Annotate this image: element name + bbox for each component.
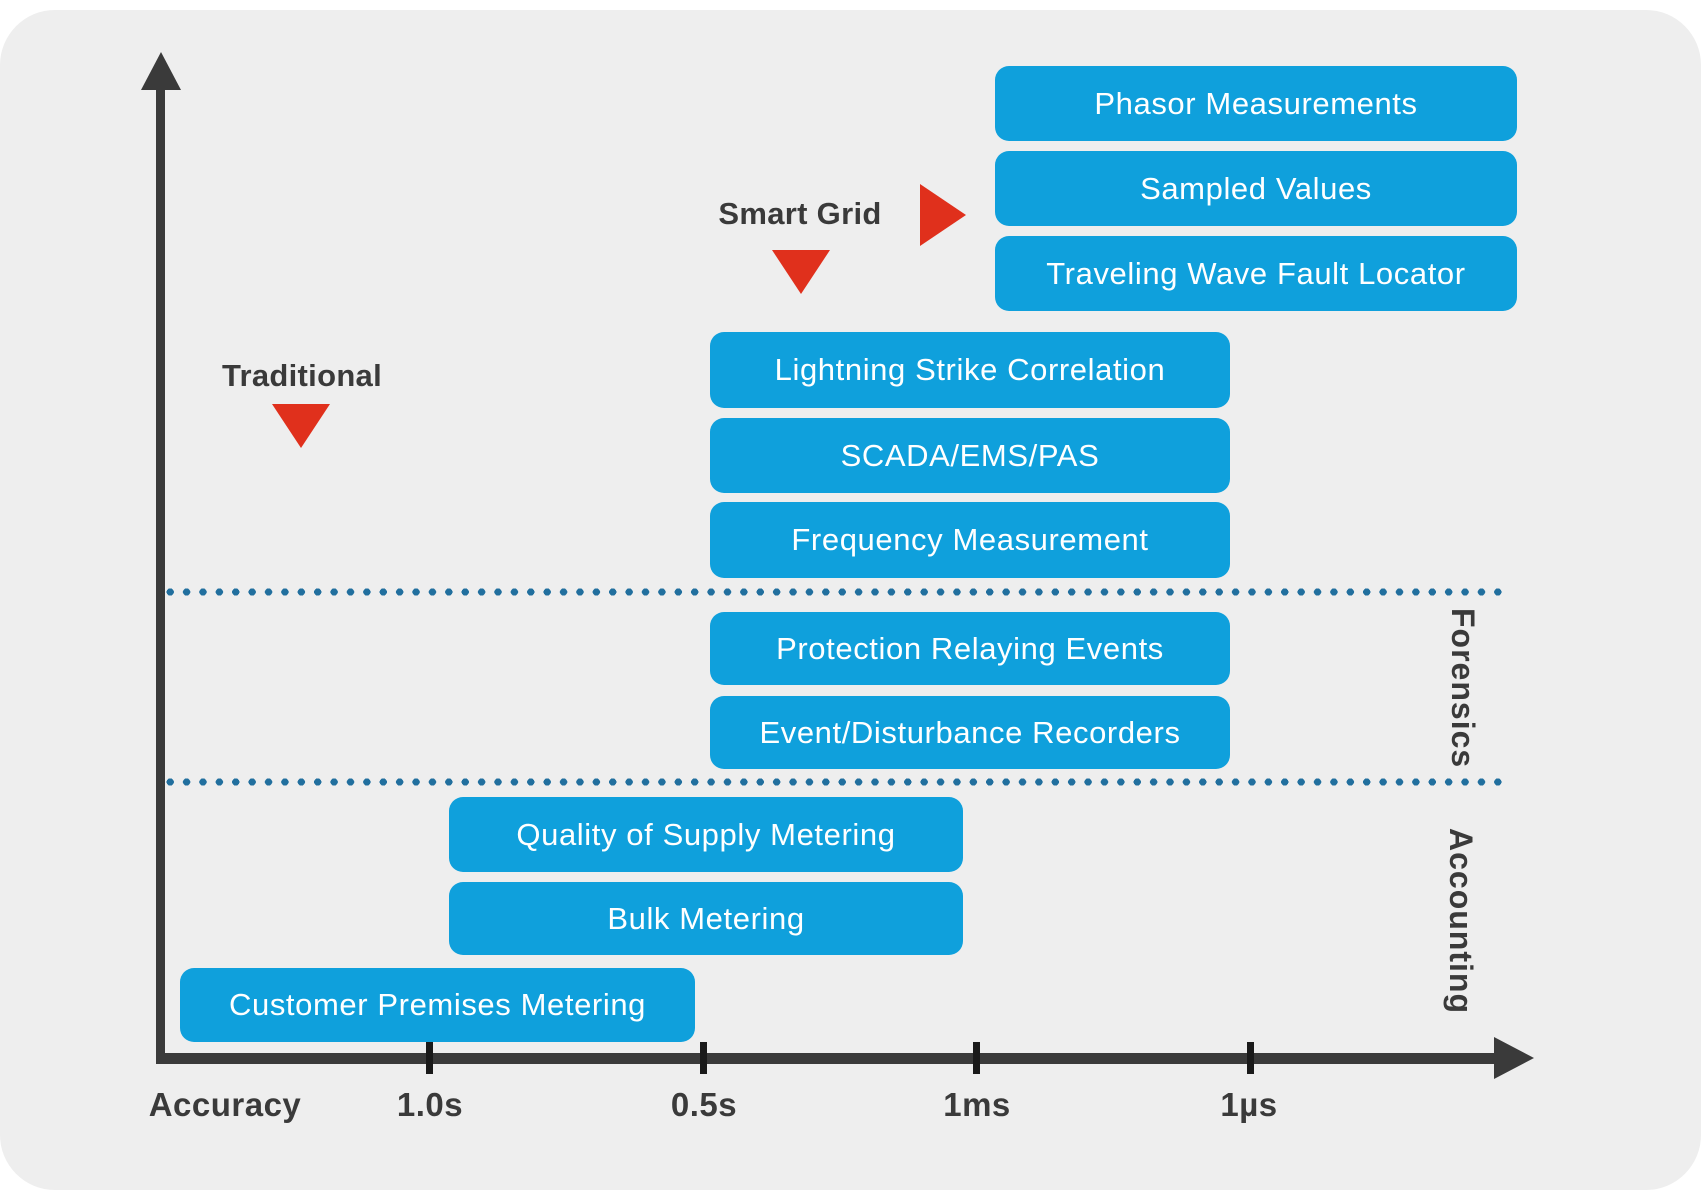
axis-tick-label-1us: 1µs — [1220, 1086, 1278, 1123]
axis-tick-1ms — [973, 1042, 980, 1074]
axis-tick-0-5s — [700, 1042, 707, 1074]
axis-tick-1-0s — [426, 1042, 433, 1074]
box-phasor-measurements: Phasor Measurements — [995, 66, 1517, 141]
x-axis-arrow-icon — [1494, 1037, 1534, 1079]
box-customer-premises-metering: Customer Premises Metering — [180, 968, 695, 1042]
x-axis-line — [156, 1053, 1496, 1064]
label-smart-grid: Smart Grid — [718, 196, 882, 231]
traditional-arrow-down-icon — [272, 404, 330, 448]
box-bulk-metering: Bulk Metering — [449, 882, 963, 955]
y-axis-line — [156, 80, 165, 1062]
box-protection-relaying-events: Protection Relaying Events — [710, 612, 1230, 685]
box-scada-ems-pas: SCADA/EMS/PAS — [710, 418, 1230, 493]
box-lightning-strike-correlation: Lightning Strike Correlation — [710, 332, 1230, 408]
label-traditional: Traditional — [221, 358, 383, 393]
axis-tick-label-0-5s: 0.5s — [670, 1086, 738, 1123]
box-event-disturbance-recorders: Event/Disturbance Recorders — [710, 696, 1230, 769]
label-accounting: Accounting — [1443, 828, 1479, 1014]
box-quality-of-supply-metering: Quality of Supply Metering — [449, 797, 963, 872]
label-forensics: Forensics — [1445, 608, 1481, 769]
axis-tick-label-1ms: 1ms — [943, 1086, 1011, 1123]
axis-title: Accuracy — [148, 1086, 302, 1123]
divider-accounting-top — [162, 778, 1510, 786]
box-sampled-values: Sampled Values — [995, 151, 1517, 226]
box-frequency-measurement: Frequency Measurement — [710, 502, 1230, 578]
axis-tick-label-1-0s: 1.0s — [396, 1086, 464, 1123]
smart-grid-arrow-down-icon — [772, 250, 830, 294]
axis-tick-1us — [1247, 1042, 1254, 1074]
divider-forensics-top — [162, 588, 1510, 596]
box-traveling-wave-fault-locator: Traveling Wave Fault Locator — [995, 236, 1517, 311]
smart-grid-arrow-right-icon — [920, 184, 966, 246]
y-axis-arrow-icon — [141, 52, 181, 90]
